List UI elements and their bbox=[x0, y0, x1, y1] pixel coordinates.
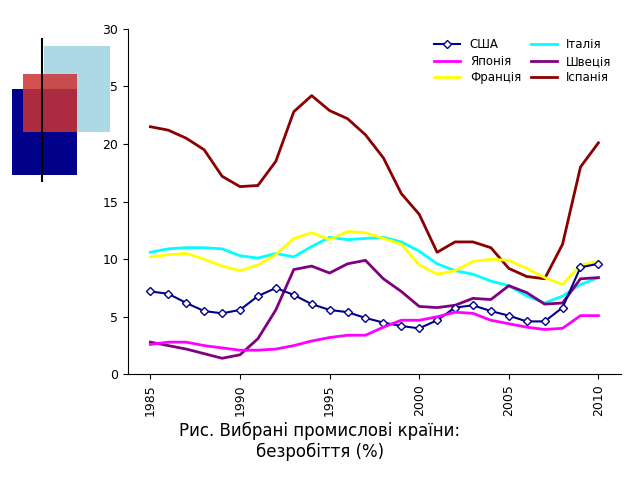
FancyBboxPatch shape bbox=[23, 74, 77, 132]
FancyBboxPatch shape bbox=[45, 46, 110, 132]
FancyBboxPatch shape bbox=[12, 89, 77, 175]
Text: Рис. Вибрані промислові країни:
безробіття (%): Рис. Вибрані промислові країни: безробіт… bbox=[179, 422, 461, 461]
Legend: США, Японія, Франція, Італія, Швеція, Іспанія: США, Японія, Франція, Італія, Швеція, Іс… bbox=[431, 35, 615, 88]
